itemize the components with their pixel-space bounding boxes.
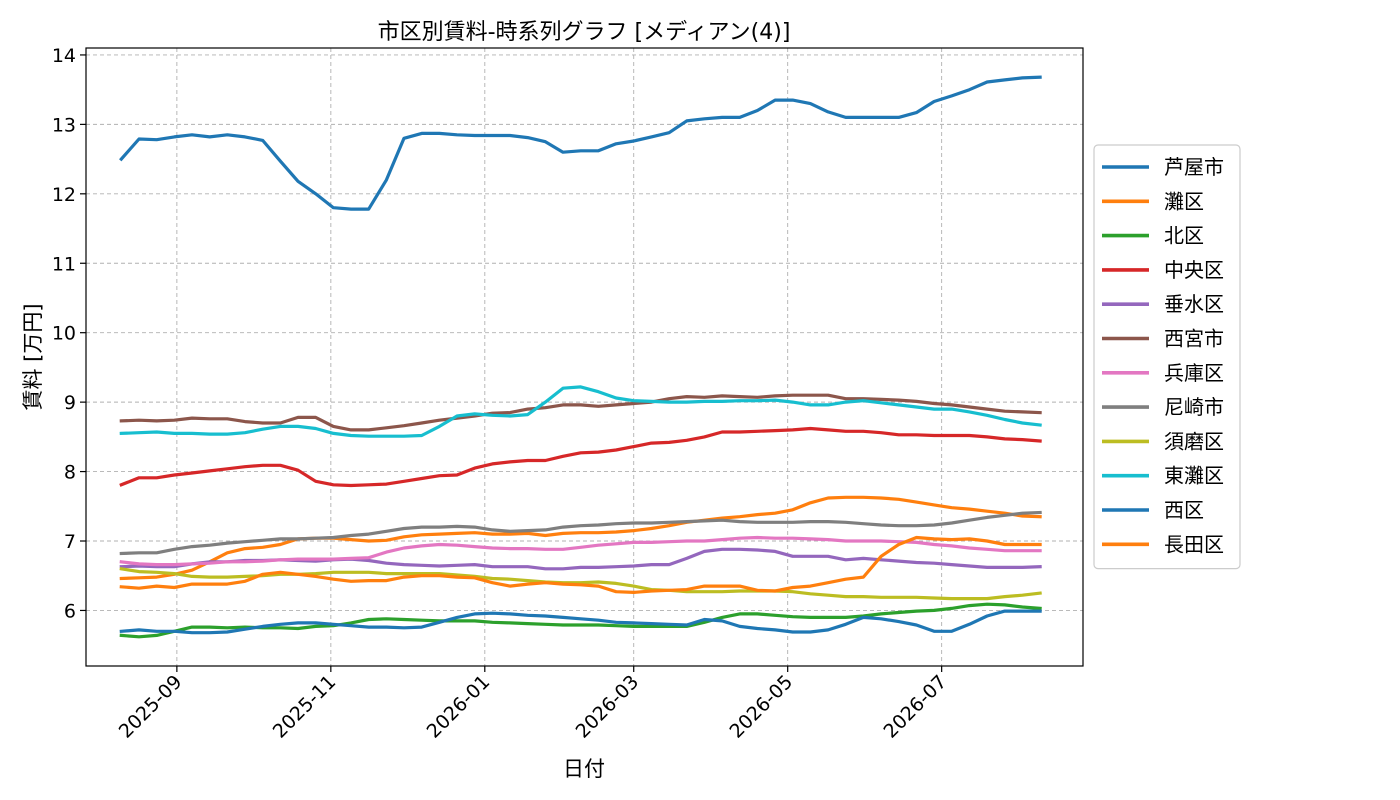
legend-label: 中央区 <box>1164 258 1224 282</box>
series-line-7 <box>119 510 1042 556</box>
y-tick-label: 7 <box>64 531 76 553</box>
x-axis-title: 日付 <box>563 757 605 781</box>
legend-label: 須磨区 <box>1164 429 1224 453</box>
x-tick-label: 2026-07 <box>879 671 951 743</box>
legend-label: 西区 <box>1164 498 1204 522</box>
series-line-10 <box>119 609 1042 635</box>
x-tick-label: 2026-01 <box>423 671 495 743</box>
legend-label: 垂水区 <box>1164 292 1224 316</box>
chart-title: 市区別賃料-時系列グラフ [メディアン(4)] <box>378 20 791 45</box>
series-line-2 <box>119 602 1042 639</box>
series-line-0 <box>119 75 1042 211</box>
y-tick-label: 10 <box>52 323 76 345</box>
series-line-5 <box>119 393 1042 432</box>
legend-label: 灘区 <box>1164 189 1204 213</box>
series-line-4 <box>119 547 1042 571</box>
legend-box <box>1093 144 1241 570</box>
y-tick-label: 11 <box>52 253 76 275</box>
x-tick-label: 2025-09 <box>115 671 187 743</box>
series-line-3 <box>119 426 1042 488</box>
x-tick-label: 2026-03 <box>572 671 644 743</box>
y-tick-label: 8 <box>64 462 76 484</box>
x-tick-label: 2026-05 <box>726 671 798 743</box>
legend-label: 兵庫区 <box>1164 361 1224 385</box>
y-tick-label: 6 <box>64 600 76 622</box>
series-line-8 <box>119 566 1042 601</box>
plot-area-frame <box>85 47 1084 667</box>
series-line-1 <box>119 495 1042 581</box>
y-tick-label: 13 <box>52 114 76 136</box>
legend-label: 長田区 <box>1164 532 1224 556</box>
series-line-9 <box>119 385 1042 438</box>
legend-label: 芦屋市 <box>1164 155 1224 179</box>
y-tick-label: 14 <box>52 45 76 67</box>
legend-label: 北区 <box>1164 224 1204 248</box>
y-axis-ticks: 6 7 8 9 10 11 12 13 14 <box>52 45 86 622</box>
legend-label: 東灘区 <box>1164 464 1224 488</box>
legend-label: 尼崎市 <box>1164 395 1224 419</box>
grid-lines <box>86 48 1083 666</box>
y-tick-label: 12 <box>52 184 76 206</box>
y-axis-title: 賃料 [万円] <box>21 303 45 410</box>
series-lines <box>119 75 1042 639</box>
series-line-11 <box>119 535 1042 595</box>
y-tick-label: 9 <box>64 392 76 414</box>
legend-label: 西宮市 <box>1164 327 1224 351</box>
series-line-6 <box>119 535 1042 567</box>
x-tick-label: 2025-11 <box>269 671 341 743</box>
x-axis-ticks: 2025-09 2025-11 2026-01 2026-03 2026-05 2026-… <box>115 666 951 743</box>
